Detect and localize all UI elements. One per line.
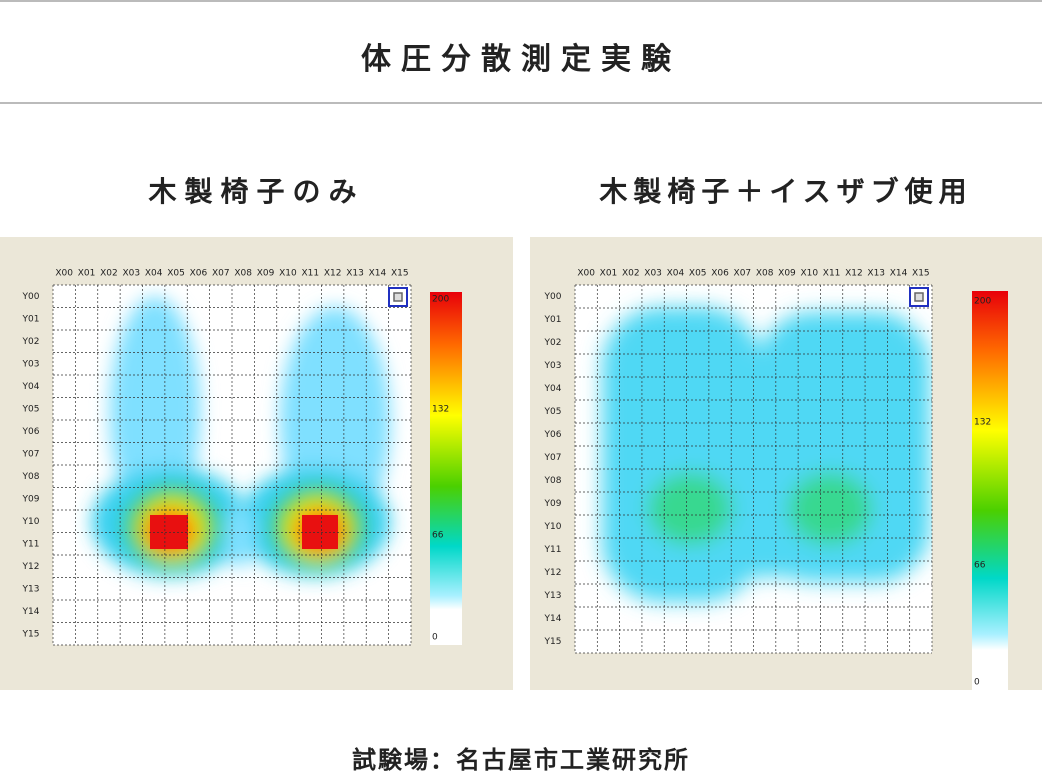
scale-label: 132 [432, 405, 449, 415]
panel-title: 木製椅子＋イスザブ使用 [599, 175, 973, 208]
x-label: X11 [823, 269, 841, 279]
x-label: X14 [890, 269, 908, 279]
y-label: Y11 [544, 545, 562, 555]
x-label: X13 [867, 269, 885, 279]
rule [0, 0, 1042, 2]
y-label: Y02 [544, 338, 562, 348]
y-label: Y12 [22, 562, 40, 572]
heatmap-panel: X00 X01 X02 X03 X04 X05 X06 X07 X08 X09 X10 X11 X12 X… [0, 237, 513, 690]
x-label: X04 [145, 269, 163, 279]
heat-core [150, 515, 188, 549]
heat [602, 307, 930, 602]
y-label: Y13 [22, 584, 40, 594]
y-label: Y14 [22, 607, 40, 617]
heat-core [302, 515, 338, 549]
x-label: X11 [302, 269, 320, 279]
y-label: Y01 [544, 315, 562, 325]
scale-label: 0 [974, 678, 980, 688]
y-label: Y15 [544, 637, 562, 647]
scale-label: 0 [432, 633, 438, 643]
rule [0, 102, 1042, 104]
x-label: X05 [167, 269, 185, 279]
heatmap-panel: X00 X01 X02 X03 X04 X05 X06 X07 X08 X09 X10 X11 X12 X… [530, 237, 1042, 690]
x-label: X14 [369, 269, 387, 279]
y-label: Y06 [22, 427, 40, 437]
y-label: Y11 [22, 539, 40, 549]
y-label: Y13 [544, 591, 562, 601]
x-label: X08 [234, 269, 252, 279]
x-label: X10 [800, 269, 818, 279]
y-label: Y03 [22, 359, 40, 369]
x-label: X02 [100, 269, 118, 279]
color-scale [972, 291, 1008, 690]
y-label: Y08 [22, 472, 40, 482]
footer: 試験場：名古屋市工業研究所 [352, 746, 690, 774]
x-label: X06 [711, 269, 729, 279]
y-label: Y00 [22, 292, 40, 302]
x-label: X06 [190, 269, 208, 279]
y-label: Y04 [22, 382, 40, 392]
scale-label: 200 [432, 295, 449, 305]
y-label: Y05 [544, 407, 562, 417]
x-label: X10 [279, 269, 297, 279]
y-label: Y12 [544, 568, 562, 578]
title: 体圧分散測定実験 [361, 42, 681, 77]
x-label: X00 [55, 269, 73, 279]
x-label: X08 [756, 269, 774, 279]
y-label: Y01 [22, 314, 40, 324]
y-label: Y10 [22, 517, 40, 527]
color-scale [430, 292, 462, 645]
y-label: Y00 [544, 292, 562, 302]
x-label: X07 [734, 269, 752, 279]
x-label: X05 [689, 269, 707, 279]
icon [914, 292, 924, 302]
y-label: Y09 [22, 494, 40, 504]
x-label: X01 [600, 269, 618, 279]
y-label: Y08 [544, 476, 562, 486]
x-label: X03 [123, 269, 141, 279]
y-label: Y04 [544, 384, 562, 394]
scale-label: 200 [974, 297, 991, 307]
y-label: Y15 [22, 629, 40, 639]
y-label: Y06 [544, 430, 562, 440]
panel-title: 木製椅子のみ [148, 175, 365, 208]
x-label: X01 [78, 269, 96, 279]
x-label: X12 [324, 269, 342, 279]
x-label: X07 [212, 269, 230, 279]
y-label: Y02 [22, 337, 40, 347]
x-label: X02 [622, 269, 640, 279]
x-label: X00 [577, 269, 595, 279]
x-label: X09 [257, 269, 275, 279]
icon [393, 292, 403, 302]
y-label: Y14 [544, 614, 562, 624]
y-label: Y03 [544, 361, 562, 371]
x-label: X03 [644, 269, 662, 279]
y-label: Y07 [22, 449, 40, 459]
x-label: X15 [391, 269, 409, 279]
scale-label: 66 [974, 561, 986, 571]
y-label: Y09 [544, 499, 562, 509]
x-label: X13 [346, 269, 364, 279]
scale-label: 66 [432, 531, 444, 541]
x-label: X15 [912, 269, 930, 279]
scale-label: 132 [974, 418, 991, 428]
x-label: X12 [845, 269, 863, 279]
y-label: Y07 [544, 453, 562, 463]
y-label: Y10 [544, 522, 562, 532]
x-label: X04 [667, 269, 685, 279]
y-label: Y05 [22, 404, 40, 414]
x-label: X09 [778, 269, 796, 279]
